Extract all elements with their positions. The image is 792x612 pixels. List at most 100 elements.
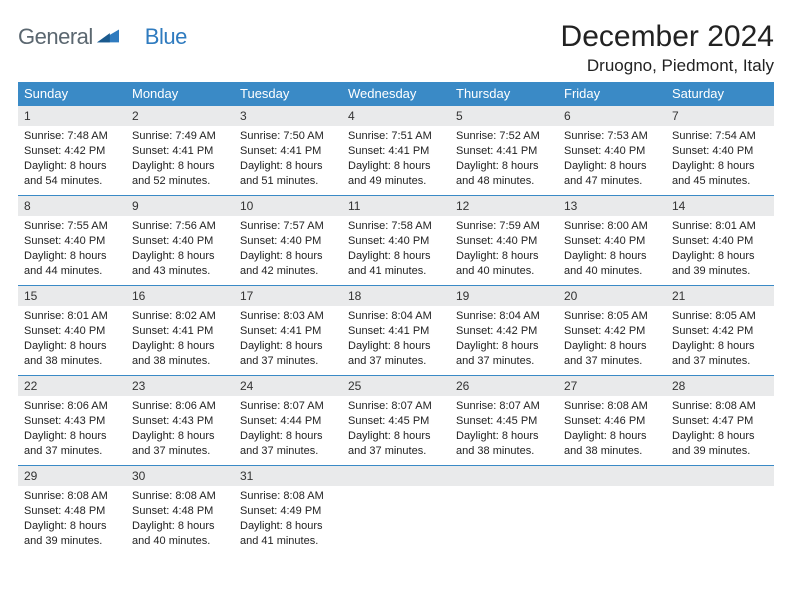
daylight-text: Daylight: 8 hours and 44 minutes.	[24, 249, 120, 279]
sunrise-text: Sunrise: 8:04 AM	[348, 309, 444, 324]
calendar-day-cell: 6Sunrise: 7:53 AMSunset: 4:40 PMDaylight…	[558, 106, 666, 196]
daylight-text: Daylight: 8 hours and 49 minutes.	[348, 159, 444, 189]
day-data: Sunrise: 7:48 AMSunset: 4:42 PMDaylight:…	[18, 126, 126, 194]
daylight-text: Daylight: 8 hours and 37 minutes.	[24, 429, 120, 459]
empty-day-bar	[666, 466, 774, 486]
sunrise-text: Sunrise: 8:02 AM	[132, 309, 228, 324]
calendar-week-row: 1Sunrise: 7:48 AMSunset: 4:42 PMDaylight…	[18, 106, 774, 196]
day-number: 12	[450, 196, 558, 216]
day-number: 30	[126, 466, 234, 486]
day-number: 25	[342, 376, 450, 396]
calendar-day-cell: 15Sunrise: 8:01 AMSunset: 4:40 PMDayligh…	[18, 286, 126, 376]
calendar-day-cell: 1Sunrise: 7:48 AMSunset: 4:42 PMDaylight…	[18, 106, 126, 196]
empty-day-bar	[450, 466, 558, 486]
sunset-text: Sunset: 4:44 PM	[240, 414, 336, 429]
sunrise-text: Sunrise: 8:01 AM	[672, 219, 768, 234]
empty-day-bar	[558, 466, 666, 486]
day-number: 2	[126, 106, 234, 126]
calendar-day-cell: 11Sunrise: 7:58 AMSunset: 4:40 PMDayligh…	[342, 196, 450, 286]
day-number: 28	[666, 376, 774, 396]
triangle-icon	[97, 27, 119, 48]
day-number: 27	[558, 376, 666, 396]
sunset-text: Sunset: 4:48 PM	[24, 504, 120, 519]
calendar-day-cell: 29Sunrise: 8:08 AMSunset: 4:48 PMDayligh…	[18, 466, 126, 556]
day-data: Sunrise: 7:55 AMSunset: 4:40 PMDaylight:…	[18, 216, 126, 284]
day-number: 17	[234, 286, 342, 306]
daylight-text: Daylight: 8 hours and 37 minutes.	[456, 339, 552, 369]
calendar-day-cell: 10Sunrise: 7:57 AMSunset: 4:40 PMDayligh…	[234, 196, 342, 286]
calendar-day-cell	[558, 466, 666, 556]
calendar-week-row: 29Sunrise: 8:08 AMSunset: 4:48 PMDayligh…	[18, 466, 774, 556]
sunset-text: Sunset: 4:40 PM	[348, 234, 444, 249]
sunrise-text: Sunrise: 8:01 AM	[24, 309, 120, 324]
weekday-header: Wednesday	[342, 82, 450, 106]
daylight-text: Daylight: 8 hours and 45 minutes.	[672, 159, 768, 189]
day-number: 4	[342, 106, 450, 126]
calendar-day-cell: 3Sunrise: 7:50 AMSunset: 4:41 PMDaylight…	[234, 106, 342, 196]
calendar-day-cell: 23Sunrise: 8:06 AMSunset: 4:43 PMDayligh…	[126, 376, 234, 466]
sunrise-text: Sunrise: 8:04 AM	[456, 309, 552, 324]
day-data: Sunrise: 7:50 AMSunset: 4:41 PMDaylight:…	[234, 126, 342, 194]
calendar-day-cell: 18Sunrise: 8:04 AMSunset: 4:41 PMDayligh…	[342, 286, 450, 376]
sunset-text: Sunset: 4:41 PM	[348, 324, 444, 339]
day-number: 13	[558, 196, 666, 216]
day-number: 20	[558, 286, 666, 306]
calendar-day-cell: 16Sunrise: 8:02 AMSunset: 4:41 PMDayligh…	[126, 286, 234, 376]
sunrise-text: Sunrise: 8:08 AM	[564, 399, 660, 414]
day-number: 9	[126, 196, 234, 216]
sunset-text: Sunset: 4:40 PM	[456, 234, 552, 249]
day-data: Sunrise: 8:00 AMSunset: 4:40 PMDaylight:…	[558, 216, 666, 284]
sunrise-text: Sunrise: 8:06 AM	[132, 399, 228, 414]
sunset-text: Sunset: 4:40 PM	[24, 324, 120, 339]
calendar-day-cell: 2Sunrise: 7:49 AMSunset: 4:41 PMDaylight…	[126, 106, 234, 196]
calendar-week-row: 22Sunrise: 8:06 AMSunset: 4:43 PMDayligh…	[18, 376, 774, 466]
calendar-day-cell: 28Sunrise: 8:08 AMSunset: 4:47 PMDayligh…	[666, 376, 774, 466]
day-number: 6	[558, 106, 666, 126]
sunrise-text: Sunrise: 8:00 AM	[564, 219, 660, 234]
sunset-text: Sunset: 4:42 PM	[672, 324, 768, 339]
daylight-text: Daylight: 8 hours and 38 minutes.	[24, 339, 120, 369]
daylight-text: Daylight: 8 hours and 52 minutes.	[132, 159, 228, 189]
day-number: 31	[234, 466, 342, 486]
calendar-day-cell: 7Sunrise: 7:54 AMSunset: 4:40 PMDaylight…	[666, 106, 774, 196]
day-data: Sunrise: 8:07 AMSunset: 4:44 PMDaylight:…	[234, 396, 342, 464]
sunrise-text: Sunrise: 7:57 AM	[240, 219, 336, 234]
day-data: Sunrise: 8:07 AMSunset: 4:45 PMDaylight:…	[450, 396, 558, 464]
sunset-text: Sunset: 4:42 PM	[456, 324, 552, 339]
sunrise-text: Sunrise: 8:05 AM	[672, 309, 768, 324]
calendar-day-cell	[342, 466, 450, 556]
daylight-text: Daylight: 8 hours and 38 minutes.	[132, 339, 228, 369]
day-data: Sunrise: 7:49 AMSunset: 4:41 PMDaylight:…	[126, 126, 234, 194]
sunset-text: Sunset: 4:49 PM	[240, 504, 336, 519]
sunset-text: Sunset: 4:41 PM	[348, 144, 444, 159]
sunrise-text: Sunrise: 7:48 AM	[24, 129, 120, 144]
sunrise-text: Sunrise: 7:58 AM	[348, 219, 444, 234]
sunset-text: Sunset: 4:40 PM	[672, 234, 768, 249]
daylight-text: Daylight: 8 hours and 43 minutes.	[132, 249, 228, 279]
day-number: 14	[666, 196, 774, 216]
page-title: December 2024	[561, 20, 774, 54]
day-data: Sunrise: 8:03 AMSunset: 4:41 PMDaylight:…	[234, 306, 342, 374]
day-data: Sunrise: 8:08 AMSunset: 4:47 PMDaylight:…	[666, 396, 774, 464]
sunset-text: Sunset: 4:40 PM	[240, 234, 336, 249]
sunset-text: Sunset: 4:40 PM	[672, 144, 768, 159]
sunrise-text: Sunrise: 8:08 AM	[672, 399, 768, 414]
calendar-day-cell: 25Sunrise: 8:07 AMSunset: 4:45 PMDayligh…	[342, 376, 450, 466]
daylight-text: Daylight: 8 hours and 42 minutes.	[240, 249, 336, 279]
calendar-day-cell: 26Sunrise: 8:07 AMSunset: 4:45 PMDayligh…	[450, 376, 558, 466]
day-number: 16	[126, 286, 234, 306]
day-number: 21	[666, 286, 774, 306]
weekday-header-row: Sunday Monday Tuesday Wednesday Thursday…	[18, 82, 774, 106]
weekday-header: Sunday	[18, 82, 126, 106]
calendar-day-cell: 22Sunrise: 8:06 AMSunset: 4:43 PMDayligh…	[18, 376, 126, 466]
daylight-text: Daylight: 8 hours and 40 minutes.	[132, 519, 228, 549]
day-data: Sunrise: 8:06 AMSunset: 4:43 PMDaylight:…	[18, 396, 126, 464]
day-number: 8	[18, 196, 126, 216]
day-number: 3	[234, 106, 342, 126]
daylight-text: Daylight: 8 hours and 37 minutes.	[348, 429, 444, 459]
sunset-text: Sunset: 4:45 PM	[348, 414, 444, 429]
sunset-text: Sunset: 4:41 PM	[132, 144, 228, 159]
daylight-text: Daylight: 8 hours and 54 minutes.	[24, 159, 120, 189]
day-data: Sunrise: 7:51 AMSunset: 4:41 PMDaylight:…	[342, 126, 450, 194]
logo-text-general: General	[18, 24, 93, 50]
